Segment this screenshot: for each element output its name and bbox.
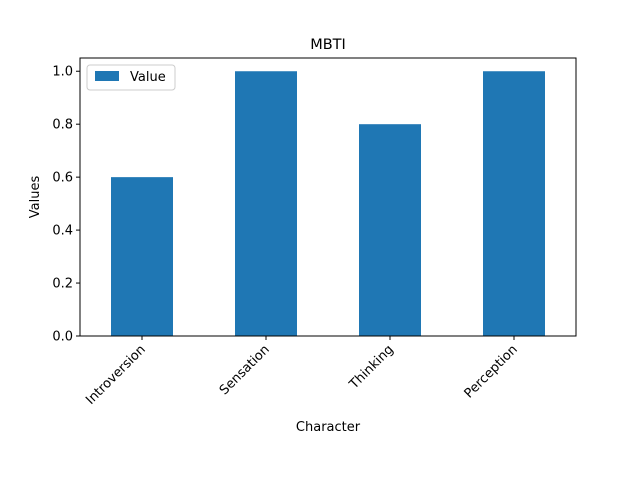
bar-sensation [235, 71, 297, 336]
legend-swatch [95, 71, 119, 81]
bar-thinking [359, 124, 421, 336]
x-tick-label: Perception [462, 342, 521, 401]
chart-title: MBTI [310, 37, 346, 53]
plot-frame [79, 57, 577, 337]
y-tick-label: 1.0 [52, 65, 73, 80]
y-tick-label: 0.2 [52, 277, 73, 292]
y-axis-label: Values [28, 176, 43, 219]
y-tick-label: 0.0 [52, 330, 73, 345]
bar-perception [483, 71, 545, 336]
y-tick-label: 0.8 [52, 118, 73, 133]
bars [111, 71, 545, 336]
x-tick-label: Sensation [217, 342, 273, 398]
legend: Value [86, 64, 176, 91]
x-tick-label: Thinking [346, 342, 397, 393]
y-tick-label: 0.6 [52, 171, 73, 186]
y-axis-ticks: 0.0 0.2 0.4 0.6 0.8 1.0 [52, 65, 80, 345]
x-tick-label: Introversion [83, 342, 149, 408]
bar-introversion [111, 177, 173, 336]
legend-label: Value [130, 70, 166, 85]
x-axis-label: Character [296, 420, 361, 435]
x-axis-ticks: Introversion Sensation Thinking Perception [83, 336, 521, 408]
y-tick-label: 0.4 [52, 224, 73, 239]
